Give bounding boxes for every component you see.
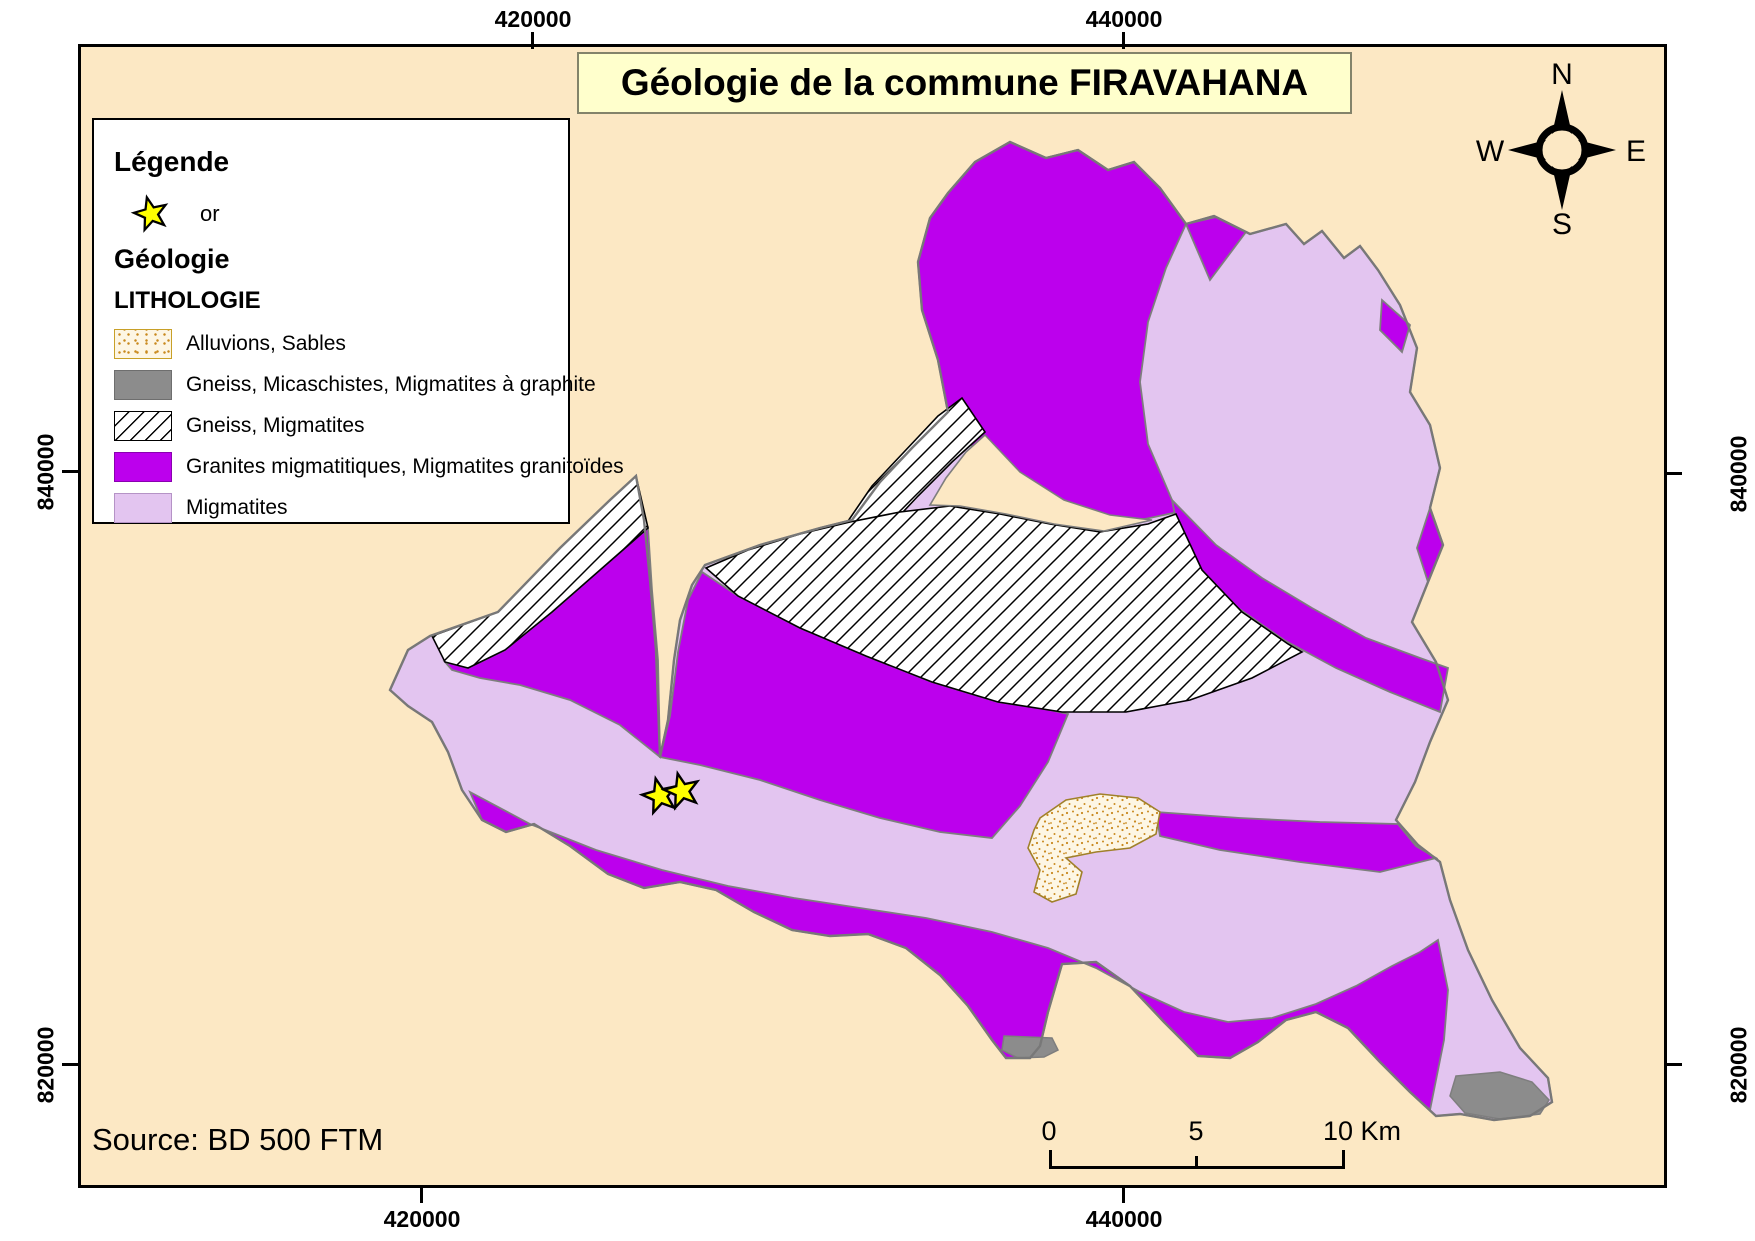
grid-tick-left-840000 xyxy=(62,470,79,473)
commune-outline xyxy=(388,140,1554,1122)
grid-label-left-820000: 820000 xyxy=(32,1026,59,1104)
legend-item: Alluvions, Sables xyxy=(114,329,568,359)
grid-label-right-840000: 840000 xyxy=(1725,435,1752,513)
region-graphite-blob-southeast xyxy=(1449,1071,1550,1120)
legend-group-heading: Géologie xyxy=(114,244,230,274)
page-title: Géologie de la commune FIRAVAHANA xyxy=(620,62,1309,103)
legend-item-label: Alluvions, Sables xyxy=(186,332,346,355)
grid-label-right-820000: 820000 xyxy=(1725,1026,1752,1104)
grid-tick-right-820000 xyxy=(1665,1063,1682,1066)
legend-items: Alluvions, Sables Gneiss, Micaschistes, M… xyxy=(114,329,624,523)
legend-swatch-magenta xyxy=(114,452,172,482)
compass-ring xyxy=(1535,123,1589,177)
legend-item: Granites migmatitiques, Migmatites grani… xyxy=(114,452,624,482)
legend-item: Gneiss, Micaschistes, Migmatites à graph… xyxy=(114,370,596,400)
scale-label-5: 5 xyxy=(1188,1116,1204,1146)
grid-label-bottom-420000: 420000 xyxy=(383,1206,461,1232)
compass-north-spike xyxy=(1552,90,1572,134)
compass-e-label: E xyxy=(1626,135,1646,168)
scale-label-0: 0 xyxy=(1041,1116,1057,1146)
grid-tick-bottom-420000 xyxy=(420,1186,423,1203)
legend-swatch-gray xyxy=(114,370,172,400)
background-fjord-wedge xyxy=(928,433,1153,532)
compass-rose: N S W E xyxy=(1476,58,1646,241)
scale-label-10km: 10 Km xyxy=(1322,1116,1402,1146)
compass-west-spike xyxy=(1508,140,1546,160)
region-alluvions-blob xyxy=(1027,793,1161,903)
legend-star-item: or xyxy=(114,192,568,236)
grid-tick-right-840000 xyxy=(1665,472,1682,475)
scale-bar-tick-mid xyxy=(1195,1156,1198,1168)
grid-tick-top-420000 xyxy=(531,32,534,49)
legend-item: Migmatites xyxy=(114,493,568,523)
scale-bar-tick-left xyxy=(1049,1150,1052,1168)
region-granites-east-wedge xyxy=(1379,298,1412,354)
legend-heading: Légende xyxy=(114,146,230,177)
legend-item-label: Gneiss, Micaschistes, Migmatites à graph… xyxy=(186,373,596,396)
legend-section-heading: LITHOLOGIE xyxy=(114,287,261,314)
grid-tick-bottom-440000 xyxy=(1122,1186,1125,1203)
legend-item-label: Gneiss, Migmatites xyxy=(186,414,365,437)
source-credit: Source: BD 500 FTM xyxy=(92,1122,384,1157)
grid-label-bottom-440000: 440000 xyxy=(1085,1206,1163,1232)
compass-w-label: W xyxy=(1476,135,1505,168)
compass-south-spike xyxy=(1552,166,1572,210)
grid-tick-top-440000 xyxy=(1122,32,1125,49)
compass-east-spike xyxy=(1578,140,1616,160)
title-box: Géologie de la commune FIRAVAHANA xyxy=(577,52,1352,114)
scale-bar-tick-right xyxy=(1342,1150,1345,1168)
compass-n-label: N xyxy=(1551,58,1573,91)
grid-label-left-840000: 840000 xyxy=(32,433,59,511)
grid-label-top-420000: 420000 xyxy=(494,6,572,32)
legend-item: Gneiss, Migmatites xyxy=(114,411,568,441)
legend-panel: Légende or Géologie LITHOLOGIE Alluvions… xyxy=(92,118,624,524)
legend-item-label: Granites migmatitiques, Migmatites grani… xyxy=(186,455,624,478)
legend-swatch-lavender xyxy=(114,493,172,523)
compass-s-label: S xyxy=(1552,208,1572,241)
region-graphite-blob-south xyxy=(1001,1035,1060,1059)
gold-star-icon xyxy=(129,192,172,233)
grid-label-top-440000: 440000 xyxy=(1085,6,1163,32)
grid-tick-left-820000 xyxy=(62,1063,79,1066)
legend-star-label: or xyxy=(200,201,220,226)
legend-swatch-hatch xyxy=(114,411,172,441)
legend-item-label: Migmatites xyxy=(186,496,288,519)
region-gneiss-hatch-main xyxy=(704,505,1304,713)
legend-swatch-stipple xyxy=(114,329,172,359)
